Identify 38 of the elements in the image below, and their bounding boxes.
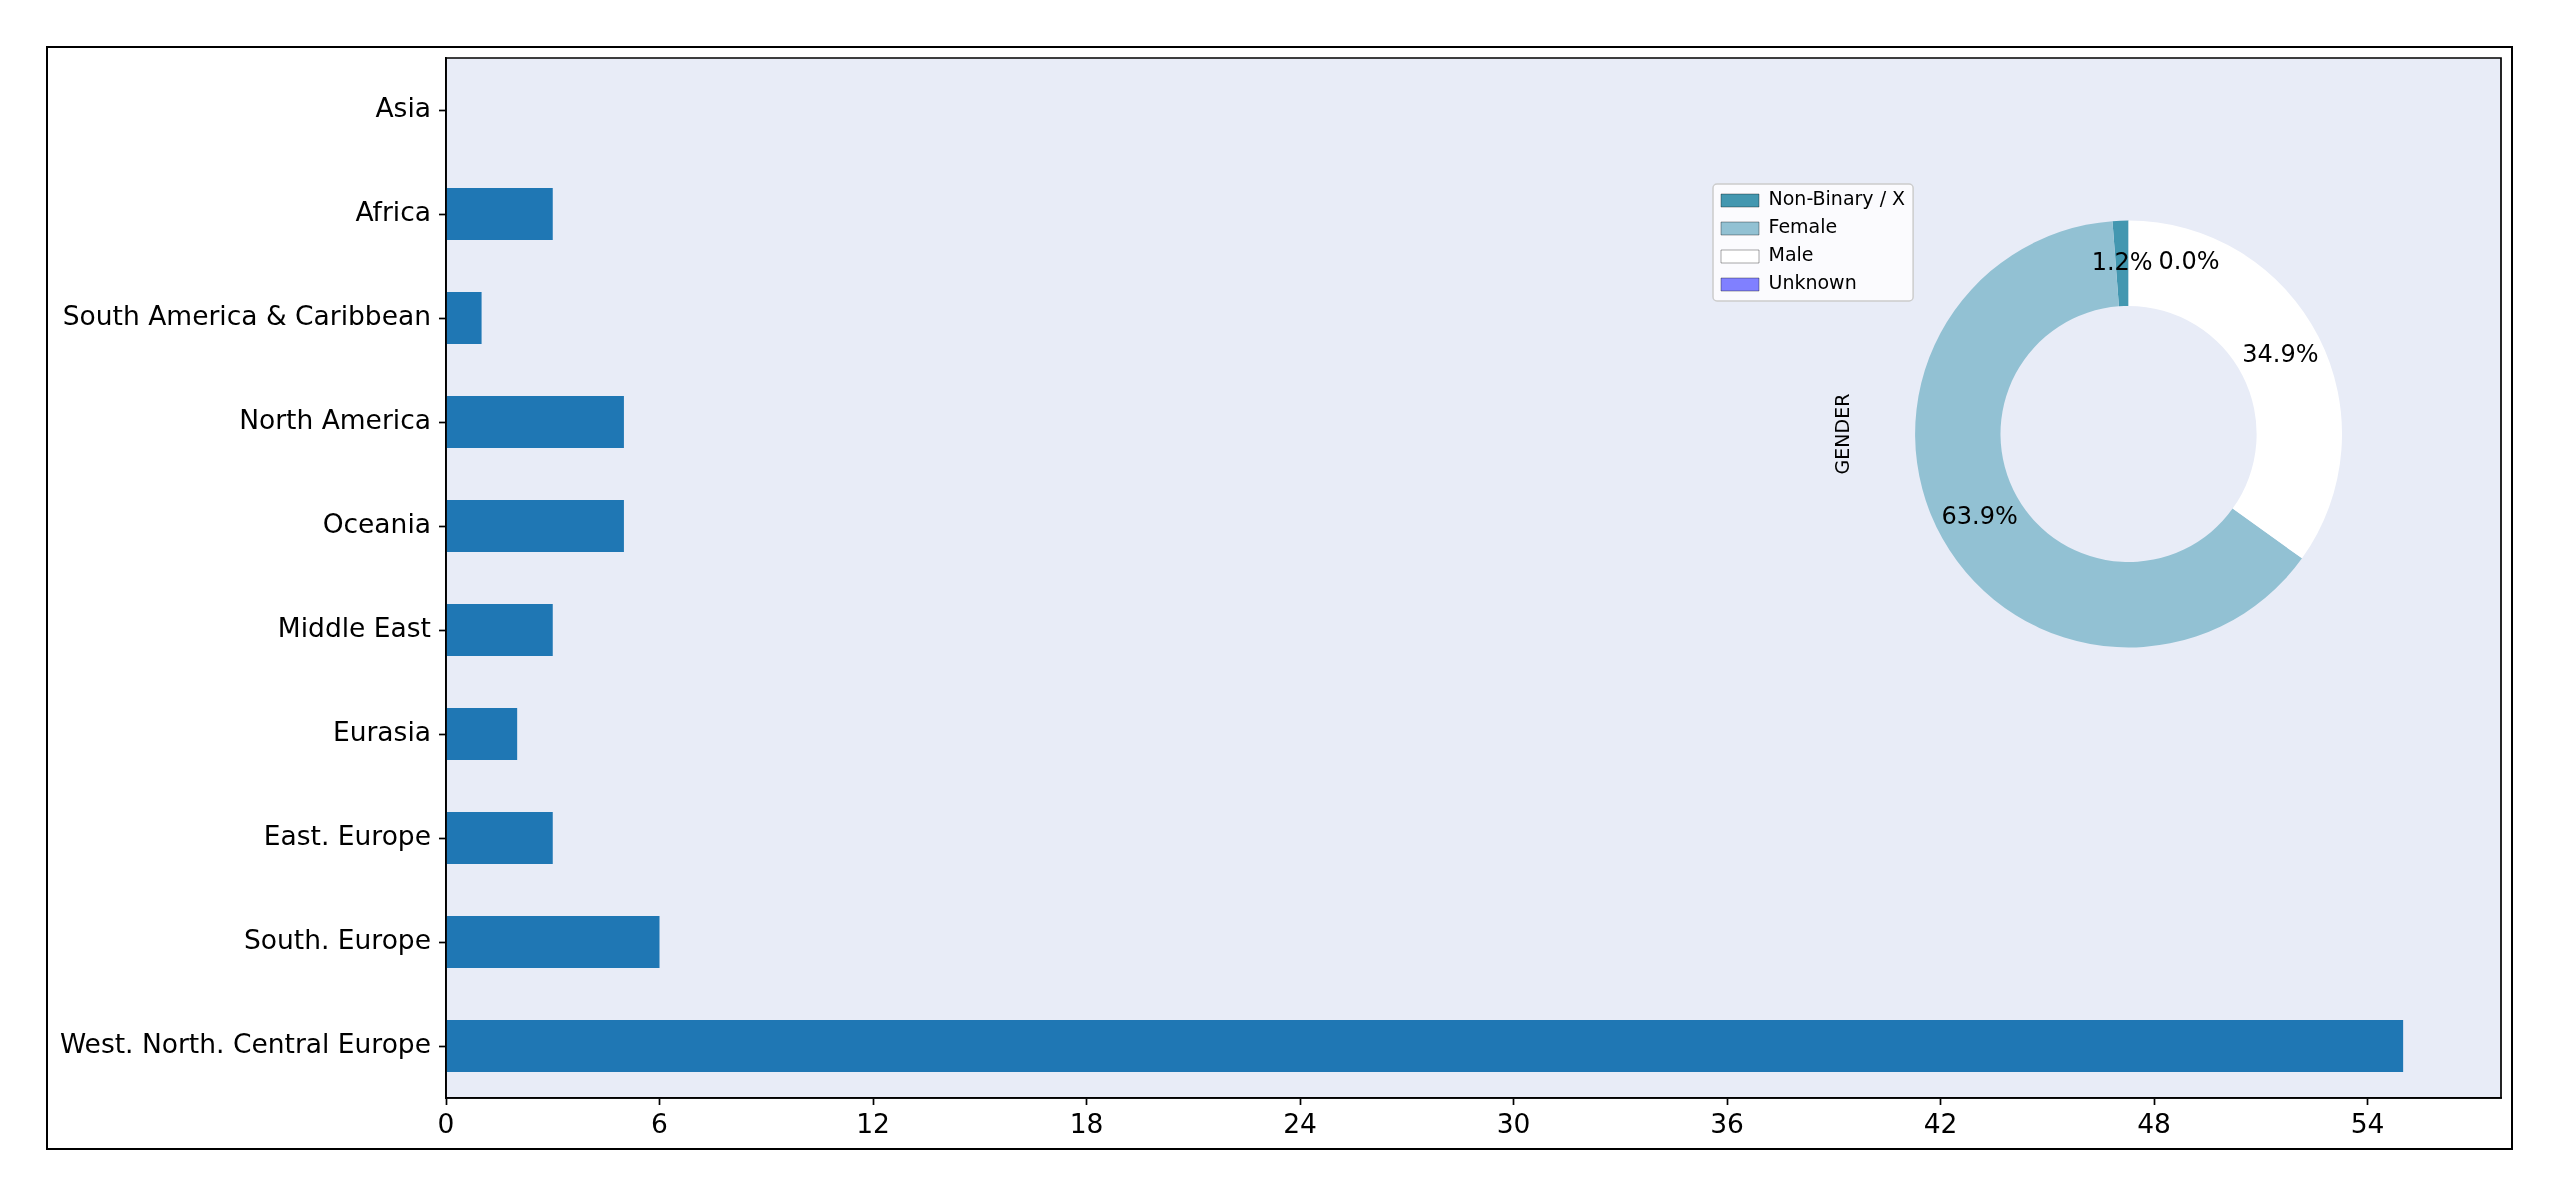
y-tick-label: West. North. Central Europe bbox=[59, 1027, 431, 1059]
bar bbox=[446, 396, 624, 448]
bar bbox=[446, 1020, 2404, 1072]
legend-label: Male bbox=[1768, 243, 1814, 266]
y-tick-label: Asia bbox=[375, 91, 431, 123]
y-tick-label: South America & Caribbean bbox=[62, 299, 431, 331]
data-label: 63.9% bbox=[1941, 501, 2018, 530]
bar bbox=[446, 604, 553, 656]
x-tick-label: 42 bbox=[1923, 1107, 1958, 1139]
y-tick-label: North America bbox=[239, 403, 431, 435]
bar bbox=[446, 188, 553, 240]
x-tick-label: 0 bbox=[437, 1107, 455, 1139]
y-tick-label: Eurasia bbox=[332, 715, 431, 747]
y-tick-label: Middle East bbox=[277, 611, 431, 643]
x-tick-label: 18 bbox=[1069, 1107, 1104, 1139]
bar bbox=[446, 812, 553, 864]
y-tick-label: South. Europe bbox=[243, 923, 431, 955]
bar bbox=[446, 500, 624, 552]
x-tick-label: 54 bbox=[2350, 1107, 2385, 1139]
legend-label: Non-Binary / X bbox=[1768, 187, 1906, 210]
legend-label: Female bbox=[1768, 215, 1838, 238]
x-tick-label: 24 bbox=[1283, 1107, 1317, 1139]
bar bbox=[446, 708, 518, 760]
bar bbox=[446, 916, 660, 968]
x-tick-label: 12 bbox=[856, 1107, 890, 1139]
y-tick-label: East. Europe bbox=[263, 819, 431, 851]
legend-label: Unknown bbox=[1768, 271, 1857, 294]
y-tick-label: Africa bbox=[355, 195, 431, 227]
data-label: 34.9% bbox=[2242, 340, 2319, 369]
y-tick-label: Oceania bbox=[322, 507, 431, 539]
bar bbox=[446, 292, 482, 344]
text: GENDER bbox=[1831, 393, 1854, 475]
text: 0.0% bbox=[2158, 247, 2220, 276]
x-tick-label: 48 bbox=[2137, 1107, 2171, 1139]
x-tick-label: 36 bbox=[1710, 1107, 1744, 1139]
x-tick-label: 6 bbox=[651, 1107, 668, 1139]
data-label: 1.2% bbox=[2091, 247, 2153, 276]
x-tick-label: 30 bbox=[1496, 1107, 1531, 1139]
